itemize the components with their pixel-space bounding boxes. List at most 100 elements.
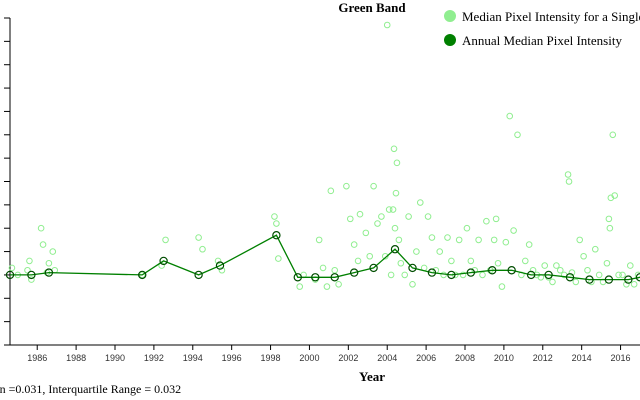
scene-point (609, 131, 617, 139)
scene-point (529, 266, 537, 274)
scene-point (391, 224, 399, 232)
scene-point (623, 280, 630, 288)
scene-point (327, 187, 335, 195)
scene-point (374, 220, 381, 227)
scene-point (514, 131, 521, 139)
scene-point (49, 248, 57, 255)
annual-median-series (5, 231, 640, 284)
x-tick-label: 1996 (222, 353, 242, 363)
scene-point (591, 245, 599, 253)
scene-point (498, 283, 506, 290)
scene-point (448, 257, 455, 265)
scene-point (626, 262, 634, 269)
scene-point (606, 224, 614, 232)
scene-point (331, 266, 339, 274)
scene-point (390, 145, 398, 153)
scene-point (296, 283, 304, 290)
legend-label-annual: Annual Median Pixel Intensity (462, 33, 622, 48)
x-tick-label: 1988 (66, 353, 86, 363)
scene-point (26, 257, 33, 265)
scene-point (45, 259, 53, 267)
annual-point (544, 270, 553, 280)
x-tick-label: 2006 (416, 353, 436, 363)
annual-point (507, 266, 516, 275)
x-tick-label: 2012 (533, 353, 553, 363)
scene-point (315, 236, 323, 244)
legend: Median Pixel Intensity for a Single Scen… (444, 9, 640, 48)
annual-point (44, 268, 54, 277)
annual-point (293, 273, 302, 282)
scene-point (521, 257, 529, 265)
scene-point (564, 171, 572, 178)
scene-point (214, 257, 222, 265)
scene-point (455, 236, 463, 244)
scene-point (483, 217, 490, 225)
scene-point (413, 248, 420, 255)
y-axis (4, 17, 11, 346)
annual-point (526, 270, 536, 280)
legend-marker-annual (444, 34, 456, 46)
x-tick-label: 1992 (144, 353, 164, 363)
x-tick-label: 2002 (338, 353, 358, 363)
scene-point (541, 262, 549, 269)
annual-point (159, 256, 168, 266)
scene-point (467, 257, 475, 265)
scene-point (199, 245, 206, 253)
scene-point (553, 262, 560, 269)
scene-point (479, 271, 486, 279)
scene-point (444, 234, 451, 241)
scene-point (24, 266, 31, 274)
scene-point (506, 112, 514, 120)
annual-point (488, 266, 497, 275)
scene-point (565, 178, 573, 185)
scene-point (393, 159, 401, 167)
scene-point (195, 234, 202, 241)
scene-point (494, 259, 502, 267)
scene-point (576, 236, 584, 244)
scene-point (525, 241, 533, 248)
scene-point (362, 229, 370, 237)
annual-point (369, 263, 378, 273)
scene-point (409, 280, 416, 288)
scene-point (389, 206, 397, 213)
x-tick-label: 2010 (494, 353, 514, 363)
x-tick-label: 2016 (611, 353, 631, 363)
legend-label-scene: Median Pixel Intensity for a Single Scen… (462, 9, 640, 24)
scene-point (366, 252, 374, 260)
scene-point (162, 236, 169, 244)
annual-point (447, 270, 456, 280)
annual-point (194, 270, 203, 280)
scene-point (615, 271, 622, 279)
scene-point (378, 213, 385, 220)
x-tick-label: 1990 (105, 353, 125, 363)
scene-point (397, 259, 405, 267)
scene-point (37, 224, 45, 232)
annual-point (5, 270, 15, 280)
scene-point (556, 266, 564, 274)
scene-point (39, 241, 47, 248)
scene-point (549, 278, 556, 286)
scene-point (605, 215, 613, 223)
scene-point (611, 192, 619, 199)
scene-point (383, 21, 391, 29)
annual-point (215, 261, 225, 270)
scene-point (275, 255, 282, 262)
x-tick-label: 1994 (183, 353, 203, 363)
scene-point (381, 252, 389, 260)
scene-point (8, 264, 16, 272)
scene-point (319, 264, 327, 272)
annual-point (604, 275, 614, 284)
annual-point (466, 268, 476, 277)
scene-point (323, 283, 331, 290)
summary-footnote: Median =0.031, Interquartile Range = 0.0… (0, 382, 181, 396)
scene-point (387, 271, 395, 279)
scene-point (395, 236, 403, 244)
annual-point (635, 273, 640, 282)
scene-point (603, 259, 611, 267)
annual-point (565, 273, 575, 282)
annual-point (390, 245, 400, 254)
scene-point (463, 224, 471, 232)
scene-point (405, 213, 412, 220)
scene-point (271, 213, 278, 220)
